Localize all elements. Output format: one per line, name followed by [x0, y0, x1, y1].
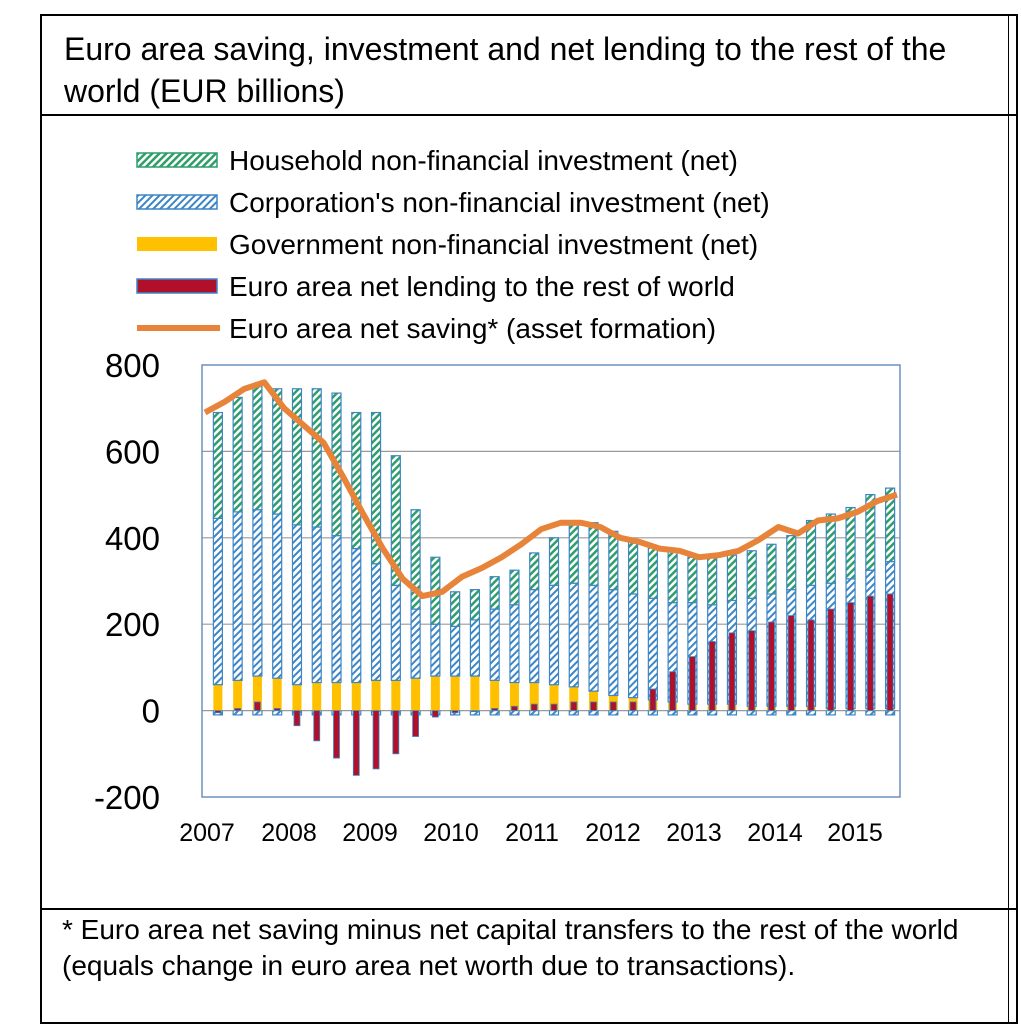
footnote-separator — [42, 908, 1016, 910]
chart-frame — [40, 14, 1018, 1024]
title-box: Euro area saving, investment and net len… — [42, 16, 1016, 116]
right-border-rule — [1008, 14, 1009, 1024]
chart-title: Euro area saving, investment and net len… — [64, 31, 947, 109]
footnote: * Euro area net saving minus net capital… — [62, 914, 959, 981]
